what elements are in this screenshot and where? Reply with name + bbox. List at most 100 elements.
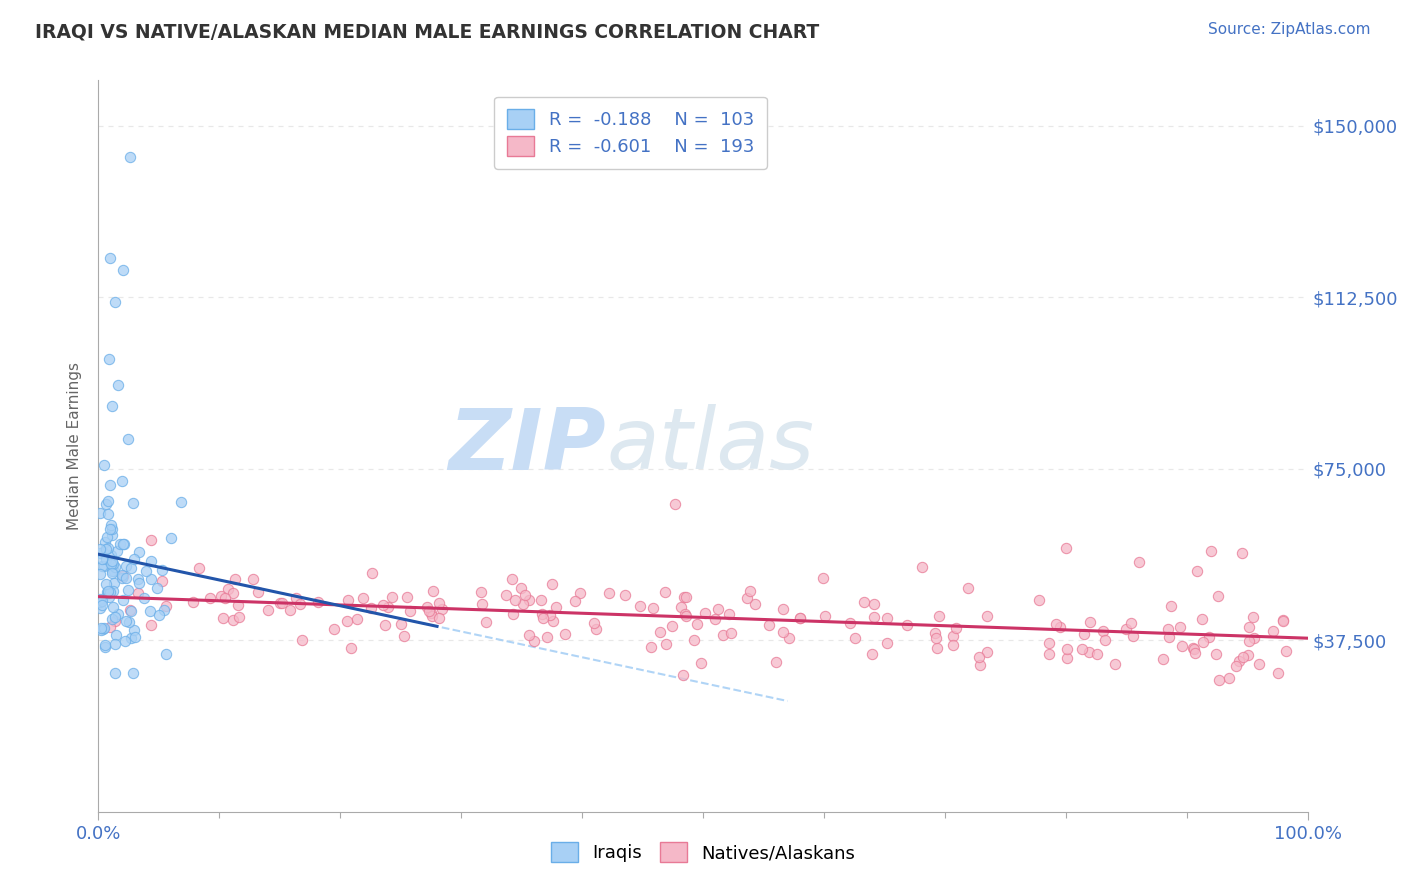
Point (360, 566, 382, 581)
Point (148, 608, 170, 623)
Point (1038, 636, 1060, 650)
Point (93, 621, 115, 635)
Point (863, 597, 886, 611)
Point (1206, 590, 1229, 604)
Point (1192, 634, 1215, 648)
Point (111, 571, 134, 585)
Point (257, 603, 280, 617)
Point (430, 602, 453, 616)
Point (96, 584, 118, 599)
Point (1272, 614, 1295, 628)
Point (103, 564, 125, 578)
Point (1085, 647, 1108, 661)
Point (1078, 645, 1101, 659)
Point (1184, 646, 1206, 660)
Point (530, 607, 553, 622)
Point (128, 575, 150, 590)
Point (322, 622, 344, 636)
Point (381, 591, 404, 605)
Point (89, 542, 111, 557)
Point (655, 637, 678, 651)
Point (93, 559, 115, 574)
Point (536, 631, 558, 645)
Point (120, 150, 142, 164)
Point (672, 590, 695, 604)
Point (1185, 564, 1208, 578)
Point (104, 295, 127, 310)
Point (101, 612, 124, 626)
Point (789, 611, 811, 625)
Point (107, 377, 129, 392)
Point (90, 552, 112, 566)
Point (671, 668, 693, 682)
Point (1227, 654, 1250, 668)
Point (188, 561, 211, 575)
Point (523, 633, 546, 648)
Point (98, 251, 121, 265)
Point (911, 560, 934, 574)
Point (1272, 613, 1295, 627)
Point (690, 656, 713, 670)
Point (513, 588, 536, 602)
Point (1199, 543, 1222, 558)
Point (98, 478, 121, 492)
Point (1122, 630, 1144, 644)
Point (288, 598, 311, 612)
Point (1056, 642, 1078, 657)
Point (285, 591, 308, 605)
Point (112, 263, 135, 277)
Point (693, 606, 716, 620)
Point (336, 592, 359, 607)
Point (145, 582, 167, 596)
Point (957, 581, 980, 595)
Point (91, 598, 114, 612)
Point (1198, 630, 1220, 644)
Point (94, 640, 117, 654)
Point (538, 608, 561, 623)
Point (214, 591, 236, 606)
Point (664, 497, 686, 511)
Point (1028, 593, 1050, 607)
Point (1054, 541, 1077, 555)
Point (135, 565, 157, 579)
Point (1104, 657, 1126, 672)
Point (111, 568, 134, 582)
Point (661, 619, 683, 633)
Point (896, 618, 918, 632)
Point (97, 586, 120, 600)
Point (97, 590, 120, 604)
Point (1078, 615, 1101, 630)
Point (291, 632, 314, 647)
Point (942, 629, 965, 643)
Point (429, 596, 451, 610)
Point (97, 584, 120, 599)
Point (1208, 673, 1230, 688)
Point (101, 600, 124, 615)
Point (222, 585, 245, 599)
Point (1094, 632, 1116, 647)
Text: Source: ZipAtlas.com: Source: ZipAtlas.com (1208, 22, 1371, 37)
Point (720, 626, 742, 640)
Point (942, 638, 965, 652)
Point (1241, 610, 1264, 624)
Point (170, 495, 193, 509)
Point (582, 616, 605, 631)
Point (650, 625, 672, 640)
Point (115, 615, 138, 629)
Point (89, 595, 111, 609)
Point (105, 544, 128, 558)
Point (471, 597, 494, 611)
Point (671, 599, 693, 614)
Point (544, 600, 567, 615)
Point (217, 582, 239, 596)
Point (392, 629, 415, 643)
Point (104, 628, 127, 642)
Point (758, 618, 780, 632)
Point (654, 585, 676, 599)
Point (772, 624, 794, 639)
Point (103, 560, 125, 574)
Point (89, 623, 111, 637)
Point (398, 604, 420, 618)
Point (112, 537, 135, 551)
Point (101, 399, 124, 413)
